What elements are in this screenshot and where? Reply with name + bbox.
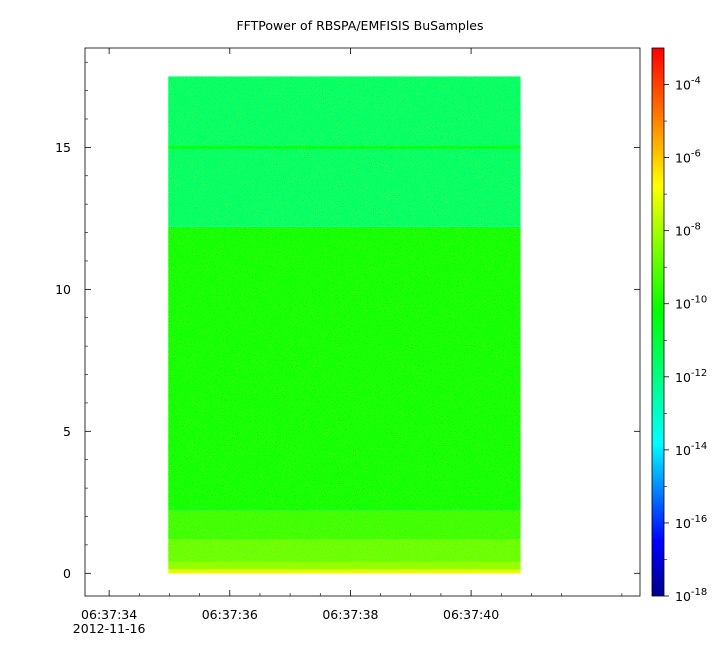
colorbar-axis: 10-4 10-6 10-8 10-10 10-12 10-14 10-16 10-18 — [664, 76, 707, 604]
colorbar-tick-label: 10-8 — [675, 222, 701, 239]
colorbar-tick-label: 10-14 — [675, 441, 707, 458]
colorbar-tick-label: 10-16 — [675, 514, 707, 531]
y-tick-label: 5 — [63, 424, 71, 439]
colorbar-tick-label: 10-6 — [675, 149, 701, 166]
x-tick-label: 06:37:36 — [202, 607, 258, 622]
y-axis: 0 5 10 15 — [55, 61, 640, 581]
y-tick-label: 0 — [63, 566, 71, 581]
y-tick-label: 15 — [55, 140, 71, 155]
spectrogram-texture — [168, 76, 521, 562]
spectrogram-band — [168, 561, 521, 570]
colorbar-tick-label: 10-12 — [675, 368, 707, 385]
chart-title: FFTPower of RBSPA/EMFISIS BuSamples — [236, 18, 483, 33]
spectrogram-band — [168, 569, 521, 574]
x-tick-label: 06:37:40 — [443, 607, 499, 622]
x-tick-label: 06:37:34 — [81, 607, 137, 622]
y-tick-label: 10 — [55, 282, 71, 297]
colorbar-tick-label: 10-10 — [675, 295, 707, 312]
x-tick-label: 06:37:38 — [322, 607, 378, 622]
colorbar — [651, 47, 665, 597]
colorbar-tick-label: 10-4 — [675, 76, 701, 93]
colorbar-tick-label: 10-18 — [675, 587, 707, 604]
x-date-label: 2012-11-16 — [73, 621, 146, 636]
